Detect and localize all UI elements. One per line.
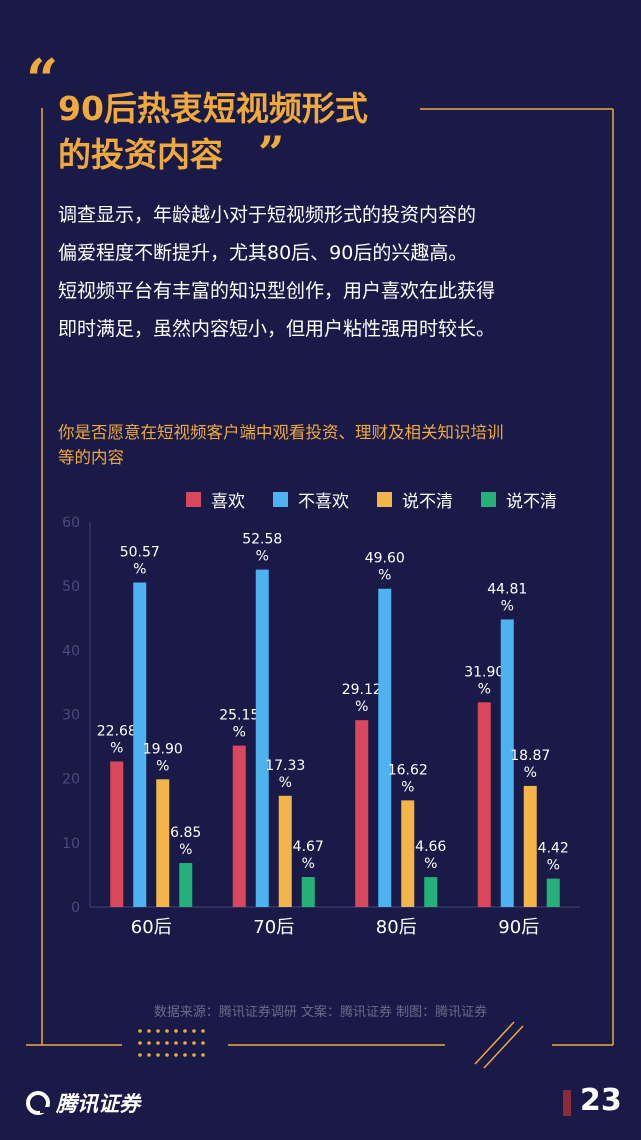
- bar: [477, 702, 491, 907]
- intro-paragraph: 调查显示，年龄越小对于短视频形式的投资内容的 偏爱程度不断提升，尤其80后、90…: [58, 196, 603, 348]
- data-label-unit: %: [501, 598, 514, 614]
- intro-line-2: 偏爱程度不断提升，尤其80后、90后的兴趣高。: [58, 242, 468, 264]
- y-tick-label: 20: [62, 772, 80, 788]
- data-label-value: 4.42: [538, 841, 569, 857]
- y-tick-label: 60: [62, 515, 80, 531]
- y-tick-label: 30: [62, 708, 80, 724]
- intro-line-1: 调查显示，年龄越小对于短视频形式的投资内容的: [58, 204, 477, 226]
- chart-title: 你是否愿意在短视频客户端中观看投资、理财及相关知识培训 等的内容: [58, 420, 598, 470]
- y-tick-label: 50: [62, 579, 80, 595]
- data-label-value: 4.67: [293, 839, 324, 855]
- page-number: 23: [580, 1083, 622, 1118]
- data-label-unit: %: [547, 858, 560, 874]
- bar: [232, 745, 246, 907]
- data-label-value: 19.90: [143, 741, 183, 757]
- legend-label-unsure-2: 说不清: [506, 492, 557, 512]
- bar: [110, 761, 124, 907]
- legend-item-unsure-2: 说不清: [481, 487, 557, 512]
- bar: [355, 720, 369, 907]
- bar: [500, 619, 514, 907]
- logo-icon: [26, 1091, 50, 1115]
- bar: [523, 785, 537, 907]
- y-tick-label: 0: [71, 900, 80, 916]
- data-label-value: 6.85: [170, 825, 201, 841]
- data-label-unit: %: [133, 562, 146, 578]
- dot-pattern: [138, 1029, 205, 1057]
- legend-item-dislike: 不喜欢: [273, 487, 349, 512]
- intro-line-3: 短视频平台有丰富的知识型创作，用户喜欢在此获得: [58, 280, 496, 302]
- data-label-value: 17.33: [265, 758, 305, 774]
- x-tick-label: 60后: [131, 917, 172, 938]
- chart-title-line-1: 你是否愿意在短视频客户端中观看投资、理财及相关知识培训: [58, 423, 504, 442]
- bar: [401, 800, 415, 907]
- data-label-unit: %: [524, 765, 537, 781]
- data-label-value: 4.66: [415, 839, 446, 855]
- bar: [179, 863, 193, 907]
- x-tick-label: 70后: [253, 917, 294, 938]
- data-label-value: 31.90: [464, 664, 504, 680]
- bar: [133, 582, 147, 907]
- data-label-value: 18.87: [510, 748, 550, 764]
- data-label-unit: %: [156, 758, 169, 774]
- data-source-credit: 数据来源：腾讯证券调研 文案：腾讯证券 制图：腾讯证券: [153, 1005, 488, 1020]
- data-label-value: 49.60: [365, 551, 405, 567]
- title-line-1: 90后热衷短视频形式: [58, 89, 368, 128]
- data-label-unit: %: [279, 775, 292, 791]
- legend-swatch-dislike: [273, 492, 288, 507]
- legend-label-dislike: 不喜欢: [298, 492, 349, 512]
- legend-label-like: 喜欢: [211, 492, 245, 512]
- data-label-unit: %: [401, 779, 414, 795]
- bar: [278, 795, 292, 907]
- data-label-unit: %: [378, 568, 391, 584]
- intro-line-4: 即时满足，虽然内容短小，但用户粘性强用时较长。: [58, 318, 496, 340]
- data-label-unit: %: [233, 725, 246, 741]
- chart-title-line-2: 等的内容: [58, 448, 124, 467]
- data-label-value: 52.58: [242, 532, 282, 548]
- legend-swatch-unsure-2: [481, 492, 496, 507]
- open-quote-mark: “: [26, 47, 59, 113]
- legend-swatch-like: [186, 492, 201, 507]
- close-quote-mark: ”: [258, 126, 285, 180]
- bar: [301, 877, 315, 907]
- data-label-unit: %: [256, 549, 269, 565]
- data-label-unit: %: [110, 740, 123, 756]
- bar: [546, 878, 560, 907]
- chart-legend: 喜欢 不喜欢 说不清 说不清: [186, 487, 585, 512]
- data-label-unit: %: [355, 699, 368, 715]
- data-label-unit: %: [424, 856, 437, 872]
- data-label-value: 16.62: [388, 762, 428, 778]
- page-marker: [563, 1090, 571, 1116]
- data-label-value: 25.15: [219, 708, 259, 724]
- data-label-value: 22.68: [97, 723, 137, 739]
- data-label-value: 44.81: [487, 581, 527, 597]
- x-tick-label: 90后: [498, 917, 539, 938]
- data-label-unit: %: [478, 681, 491, 697]
- page-title: 90后热衷短视频形式 的投资内容: [58, 86, 368, 178]
- y-tick-label: 40: [62, 643, 80, 659]
- data-label-unit: %: [179, 842, 192, 858]
- legend-swatch-unsure: [377, 492, 392, 507]
- data-label-value: 29.12: [342, 682, 382, 698]
- title-line-2: 的投资内容: [58, 135, 223, 174]
- bar: [156, 779, 170, 907]
- logo-text: 腾讯证券: [56, 1092, 140, 1116]
- y-tick-label: 10: [62, 836, 80, 852]
- legend-label-unsure: 说不清: [402, 492, 453, 512]
- legend-item-unsure: 说不清: [377, 487, 453, 512]
- data-label-unit: %: [302, 856, 315, 872]
- bar: [255, 569, 269, 907]
- bar: [378, 588, 392, 907]
- data-label-value: 50.57: [120, 545, 160, 561]
- bar: [424, 877, 438, 907]
- legend-item-like: 喜欢: [186, 487, 245, 512]
- brand-logo: 腾讯证券: [26, 1088, 140, 1118]
- x-tick-label: 80后: [376, 917, 417, 938]
